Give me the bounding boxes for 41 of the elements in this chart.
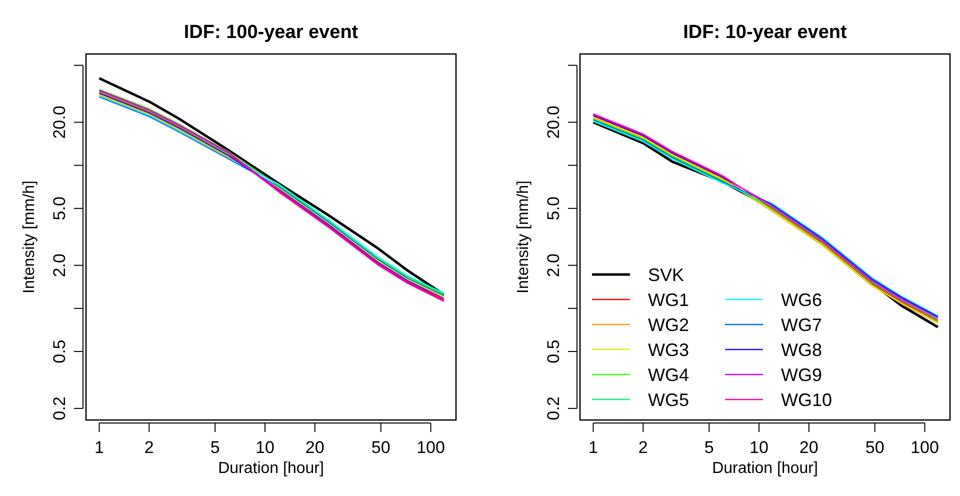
legend-label: WG8 — [781, 340, 822, 360]
y-tick-label: 0.2 — [544, 396, 563, 420]
x-tick-label: 2 — [638, 438, 648, 457]
legend-label: WG6 — [781, 290, 822, 310]
legend-label: WG4 — [648, 364, 690, 385]
y-tick-label: 0.5 — [544, 340, 563, 364]
legend-label: WG10 — [781, 390, 832, 410]
legend-label: SVK — [648, 264, 684, 285]
x-tick-label: 20 — [799, 438, 818, 457]
x-tick-label: 50 — [865, 438, 884, 457]
x-tick-label: 5 — [704, 438, 714, 457]
legend-label: WG9 — [781, 364, 822, 385]
x-axis-title: Duration [hour] — [712, 460, 818, 477]
chart-title: IDF: 100-year event — [184, 22, 359, 43]
x-tick-label: 20 — [305, 438, 324, 457]
x-tick-label: 100 — [910, 438, 939, 457]
x-tick-label: 1 — [94, 438, 104, 457]
x-tick-label: 50 — [371, 438, 390, 457]
y-tick-label: 2.0 — [50, 254, 69, 278]
y-tick-label: 5.0 — [544, 196, 563, 220]
legend-label: WG3 — [648, 340, 690, 360]
x-tick-label: 10 — [256, 438, 274, 457]
x-tick-label: 10 — [750, 438, 768, 457]
y-axis-title: Intensity [mm/h] — [21, 180, 38, 294]
y-tick-label: 20.0 — [544, 106, 563, 139]
legend-label: WG2 — [648, 314, 690, 335]
y-tick-label: 0.2 — [50, 396, 69, 420]
legend-label: WG1 — [648, 290, 690, 310]
legend-label: WG5 — [648, 390, 690, 410]
y-tick-label: 2.0 — [544, 254, 563, 278]
y-tick-label: 20.0 — [50, 106, 69, 139]
y-tick-label: 5.0 — [50, 196, 69, 220]
x-tick-label: 100 — [416, 438, 445, 457]
y-tick-label: 0.5 — [50, 340, 69, 364]
x-tick-label: 1 — [588, 438, 598, 457]
chart-title: IDF: 10-year event — [683, 22, 848, 43]
x-tick-label: 5 — [210, 438, 220, 457]
x-tick-label: 2 — [144, 438, 154, 457]
x-axis-title: Duration [hour] — [218, 460, 324, 477]
y-axis-title: Intensity [mm/h] — [515, 180, 532, 294]
legend-label: WG7 — [781, 314, 822, 335]
